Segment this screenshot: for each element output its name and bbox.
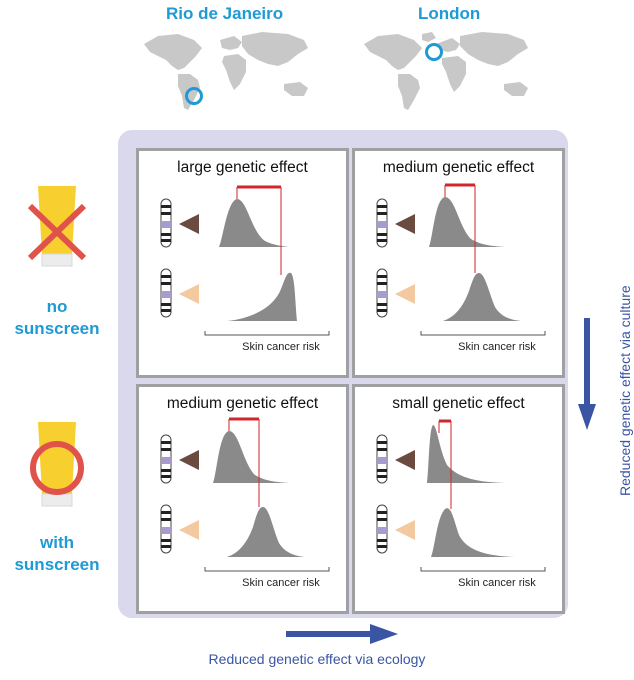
panel-diagram [160, 417, 330, 572]
panel-title: medium genetic effect [166, 395, 319, 412]
risk-distribution-light [443, 273, 521, 321]
axis-bracket [204, 567, 330, 572]
chromosome-icon [376, 198, 388, 248]
panel-diagram [376, 183, 546, 336]
world-map-london [364, 32, 528, 110]
rio-location-marker [185, 87, 203, 105]
city-label-rio: Rio de Janeiro [166, 4, 284, 23]
chromosome-icon [160, 434, 172, 484]
chromosome-icon [160, 504, 172, 554]
cross-icon [27, 203, 87, 261]
culture-axis-label: Reduced genetic effect via culture [601, 240, 633, 500]
light-allele-triangle [395, 284, 415, 304]
panel-title: medium genetic effect [382, 159, 535, 176]
light-allele-triangle [179, 520, 199, 540]
sunscreen-tube-crossed [27, 186, 87, 267]
light-allele-triangle [395, 520, 415, 540]
panel-medium-effect-top: medium genetic effect Skin cancer risk [352, 148, 565, 378]
ecology-arrow [286, 624, 398, 644]
risk-distribution-light [227, 507, 305, 557]
panel-large-effect: large genetic effect Skin cancer risk [136, 148, 349, 378]
genetic-effect-bracket [438, 419, 452, 509]
culture-arrow [578, 318, 596, 430]
risk-distribution-dark [427, 425, 505, 483]
x-axis-label: Skin cancer risk [242, 577, 320, 589]
genetic-effect-bracket [444, 183, 476, 273]
x-axis-label: Skin cancer risk [458, 577, 536, 589]
sunscreen-tube-circled [30, 422, 84, 507]
x-axis-label: Skin cancer risk [458, 341, 536, 353]
risk-distribution-dark [429, 197, 505, 247]
panel-diagram [160, 185, 330, 336]
dark-allele-triangle [395, 450, 415, 470]
chromosome-icon [376, 434, 388, 484]
chromosome-icon [376, 504, 388, 554]
light-allele-triangle [179, 284, 199, 304]
city-label-london: London [418, 4, 481, 23]
genetic-effect-bracket [236, 185, 282, 275]
chromosome-icon [160, 198, 172, 248]
dark-allele-triangle [179, 214, 199, 234]
ecology-axis-label: Reduced genetic effect via ecology [208, 651, 426, 667]
risk-distribution-dark [213, 431, 289, 483]
risk-distribution-dark [219, 199, 289, 247]
risk-distribution-light [227, 272, 297, 321]
dark-allele-triangle [179, 450, 199, 470]
chromosome-icon [160, 268, 172, 318]
genetic-effect-bracket [228, 417, 260, 507]
axis-bracket [420, 331, 546, 336]
chromosome-icon [376, 268, 388, 318]
panel-diagram [376, 419, 546, 572]
row-label-no: no [46, 297, 68, 316]
world-map-rio [144, 32, 308, 110]
london-location-marker [425, 43, 443, 61]
panel-medium-effect-bottom: medium genetic effect Skin cancer risk [136, 384, 349, 614]
panel-title: small genetic effect [392, 395, 525, 412]
axis-bracket [204, 331, 330, 336]
circle-check-icon [30, 441, 84, 495]
culture-axis-text: Reduced genetic effect via culture [617, 285, 633, 496]
row-label-no-sunscreen: sunscreen [14, 319, 100, 338]
risk-distribution-light [431, 508, 515, 557]
row-label-with: with [40, 533, 74, 552]
x-axis-label: Skin cancer risk [242, 341, 320, 353]
panel-small-effect: small genetic effect Skin cancer risk [352, 384, 565, 614]
row-label-with-sunscreen: sunscreen [14, 555, 100, 574]
panel-title: large genetic effect [177, 159, 308, 176]
axis-bracket [420, 567, 546, 572]
dark-allele-triangle [395, 214, 415, 234]
